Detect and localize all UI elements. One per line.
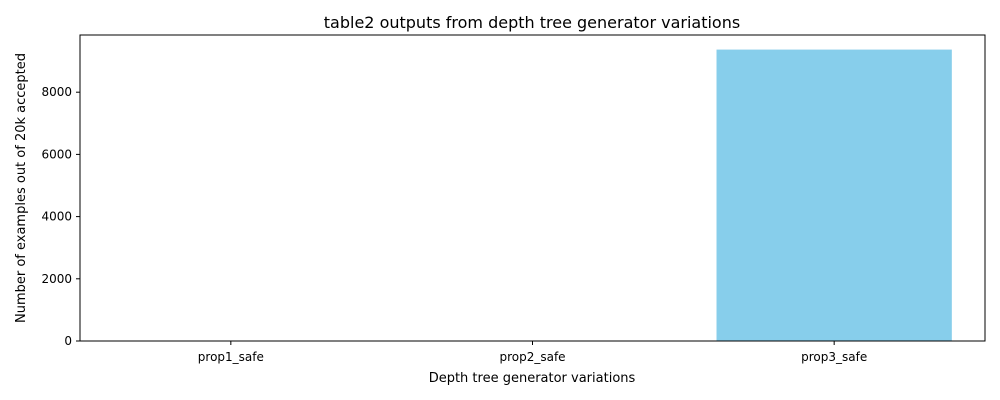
x-tick-label: prop3_safe xyxy=(801,350,867,364)
y-tick-label: 0 xyxy=(64,334,72,348)
y-tick-label: 2000 xyxy=(41,272,72,286)
chart-title: table2 outputs from depth tree generator… xyxy=(324,13,740,32)
x-axis: prop1_safe prop2_safe prop3_safe xyxy=(198,341,867,364)
bars-layer xyxy=(716,49,952,342)
x-tick-label: prop2_safe xyxy=(499,350,565,364)
plot-frame xyxy=(79,34,986,342)
y-tick-label: 4000 xyxy=(41,210,72,224)
y-tick-label: 6000 xyxy=(41,147,72,161)
bar-prop3_safe xyxy=(716,49,952,342)
y-axis-label: Number of examples out of 20k accepted xyxy=(14,53,29,323)
x-axis-label: Depth tree generator variations xyxy=(429,371,636,386)
x-tick-label: prop1_safe xyxy=(198,350,264,364)
y-axis: 0 2000 4000 6000 8000 xyxy=(41,85,80,348)
y-tick-label: 8000 xyxy=(41,85,72,99)
